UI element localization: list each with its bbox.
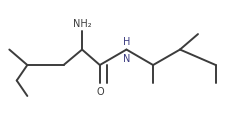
Text: N: N <box>123 53 130 63</box>
Text: O: O <box>96 86 104 96</box>
Text: NH₂: NH₂ <box>73 19 92 29</box>
Text: H: H <box>123 37 130 47</box>
